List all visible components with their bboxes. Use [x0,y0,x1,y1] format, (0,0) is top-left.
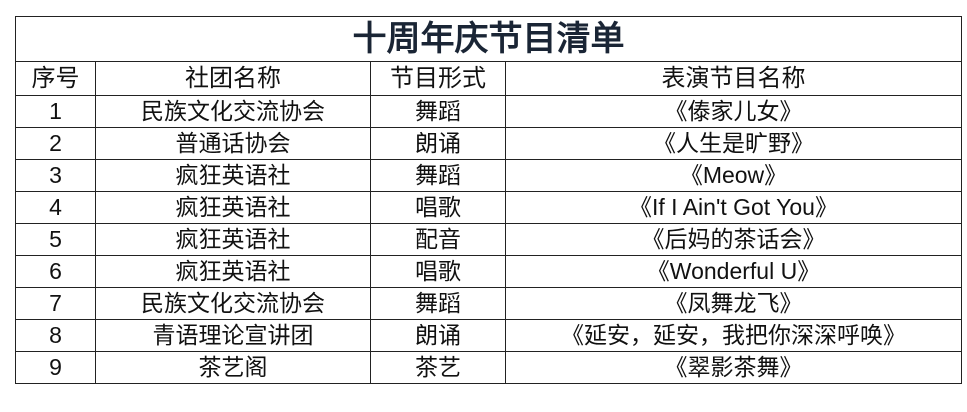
cell-club: 疯狂英语社 [95,223,371,256]
table-row: 2 普通话协会 朗诵 《人生是旷野》 [15,127,962,160]
table-row: 3 疯狂英语社 舞蹈 《Meow》 [15,159,962,192]
cell-form: 唱歌 [370,191,506,224]
cell-number: 1 [15,95,96,128]
cell-club: 疯狂英语社 [95,191,371,224]
table-row: 6 疯狂英语社 唱歌 《Wonderful U》 [15,255,962,288]
cell-program-name: 《If I Ain't Got You》 [505,191,962,224]
header-club: 社团名称 [95,61,371,96]
header-number: 序号 [15,61,96,96]
cell-club: 疯狂英语社 [95,255,371,288]
cell-number: 4 [15,191,96,224]
cell-number: 9 [15,351,96,384]
cell-form: 舞蹈 [370,287,506,320]
header-row: 序号 社团名称 节目形式 表演节目名称 [15,61,962,96]
cell-program-name: 《Meow》 [505,159,962,192]
header-program-name: 表演节目名称 [505,61,962,96]
table-row: 7 民族文化交流协会 舞蹈 《凤舞龙飞》 [15,287,962,320]
cell-number: 3 [15,159,96,192]
program-list-table: 十周年庆节目清单 序号 社团名称 节目形式 表演节目名称 1 民族文化交流协会 舞蹈… [15,16,962,384]
cell-number: 5 [15,223,96,256]
cell-program-name: 《延安，延安，我把你深深呼唤》 [505,319,962,352]
cell-program-name: 《傣家儿女》 [505,95,962,128]
cell-form: 配音 [370,223,506,256]
cell-form: 唱歌 [370,255,506,288]
cell-program-name: 《人生是旷野》 [505,127,962,160]
table-row: 1 民族文化交流协会 舞蹈 《傣家儿女》 [15,95,962,128]
cell-number: 2 [15,127,96,160]
cell-form: 茶艺 [370,351,506,384]
cell-number: 7 [15,287,96,320]
cell-program-name: 《后妈的茶话会》 [505,223,962,256]
table-row: 9 茶艺阁 茶艺 《翠影茶舞》 [15,351,962,384]
cell-club: 青语理论宣讲团 [95,319,371,352]
cell-program-name: 《凤舞龙飞》 [505,287,962,320]
cell-form: 朗诵 [370,127,506,160]
title-row: 十周年庆节目清单 [15,16,962,62]
cell-program-name: 《Wonderful U》 [505,255,962,288]
cell-number: 6 [15,255,96,288]
cell-form: 舞蹈 [370,159,506,192]
cell-club: 普通话协会 [95,127,371,160]
table-row: 5 疯狂英语社 配音 《后妈的茶话会》 [15,223,962,256]
cell-club: 茶艺阁 [95,351,371,384]
cell-club: 疯狂英语社 [95,159,371,192]
cell-club: 民族文化交流协会 [95,287,371,320]
table-title: 十周年庆节目清单 [15,16,962,62]
header-form: 节目形式 [370,61,506,96]
table-row: 8 青语理论宣讲团 朗诵 《延安，延安，我把你深深呼唤》 [15,319,962,352]
table-row: 4 疯狂英语社 唱歌 《If I Ain't Got You》 [15,191,962,224]
cell-form: 舞蹈 [370,95,506,128]
cell-program-name: 《翠影茶舞》 [505,351,962,384]
cell-form: 朗诵 [370,319,506,352]
cell-number: 8 [15,319,96,352]
cell-club: 民族文化交流协会 [95,95,371,128]
